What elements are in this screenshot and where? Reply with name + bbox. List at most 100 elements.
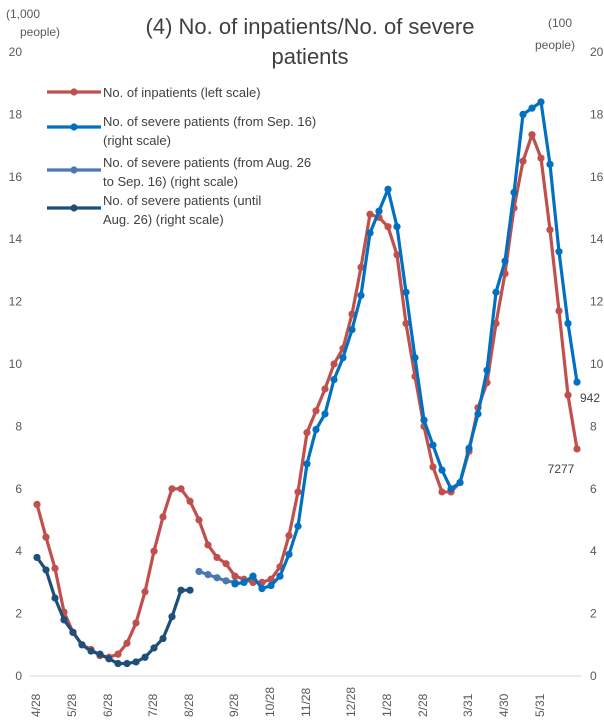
left-tick-label: 2 [15,607,22,621]
right-tick-label: 4 [590,544,597,558]
data-point [438,488,446,496]
data-point [303,460,311,468]
legend-swatch-marker [70,204,78,212]
data-point [366,210,374,218]
data-point [78,641,86,649]
severe-end-label: 942 [580,391,600,405]
x-tick-label: 7/28 [146,693,160,717]
data-point [168,613,176,621]
data-point [339,354,347,362]
data-point [231,572,239,580]
series-inpatients [33,131,581,661]
right-tick-label: 14 [590,232,604,246]
data-point [420,416,428,424]
data-point [159,634,167,643]
data-point [132,619,140,627]
data-point [447,485,455,493]
inpatients-end-label: 7277 [548,462,575,476]
legend-swatch-marker [70,166,78,174]
legend-label: to Sep. 16) (right scale) [103,174,238,189]
left-y-axis: 0 2 4 6 8 10 12 14 16 18 20 [9,45,23,683]
x-tick-label: 10/28 [263,687,277,717]
data-point [384,223,392,231]
data-point [546,160,554,168]
series-severe_aug26_sep16 [195,567,239,587]
data-point [312,425,320,434]
data-point [312,407,320,415]
right-tick-label: 2 [590,607,597,621]
left-tick-label: 20 [9,45,23,59]
data-point [222,577,230,585]
right-tick-label: 6 [590,482,597,496]
x-tick-label: 4/30 [497,693,511,717]
data-point [168,485,176,493]
data-point [573,445,581,453]
data-point [69,628,77,636]
data-point [474,410,482,418]
data-point [267,575,275,583]
legend-label: No. of severe patients (until [103,193,261,208]
left-unit-line-2: people) [20,25,60,39]
right-tick-label: 16 [590,170,604,184]
x-tick-label: 6/28 [101,693,115,717]
data-point [393,223,401,231]
data-point [222,560,230,568]
data-point [465,444,473,452]
series-severe_until_aug26 [33,553,194,668]
data-point [348,310,356,318]
data-point [240,578,248,587]
chart-title: (4) No. of inpatients/No. of severe patie… [146,14,475,69]
data-point [384,185,392,193]
data-point [510,188,518,196]
legend-label: No. of severe patients (from Aug. 26 [103,155,311,170]
left-tick-label: 4 [15,544,22,558]
data-point [411,354,419,362]
data-point [429,441,437,449]
data-point [42,533,50,541]
data-point [213,553,221,562]
data-point [366,229,374,237]
data-point [330,360,338,368]
data-point [546,226,554,234]
data-point [357,263,365,271]
data-point [402,319,410,328]
x-tick-label: 11/28 [299,688,313,717]
data-point [123,639,131,647]
legend-label: (right scale) [103,133,171,148]
x-tick-label: 2/28 [416,693,430,717]
data-point [303,429,311,437]
data-point [483,366,491,374]
data-point [564,319,572,328]
right-unit-line-1: (100 [548,16,572,30]
data-point [141,588,149,596]
data-point [501,257,509,265]
data-point [294,488,302,496]
x-axis: 4/28 5/28 6/28 7/28 8/28 9/28 10/28 11/28 12/28 1… [29,675,582,717]
data-point [159,513,167,521]
data-point [123,659,131,668]
data-point [105,655,113,663]
legend-item-severe_until_aug26: No. of severe patients (until Aug. 26) (r… [47,193,261,227]
data-point [150,547,158,555]
data-point [285,532,293,540]
data-point [132,658,140,666]
right-unit-line-2: people) [535,38,575,52]
data-point [285,550,293,558]
data-point [204,571,212,579]
data-point [321,385,329,393]
left-tick-label: 12 [9,295,23,309]
chart-title-line-1: (4) No. of inpatients/No. of severe [146,14,475,39]
x-tick-label: 5/28 [65,693,79,717]
right-tick-label: 18 [590,107,604,121]
data-point [60,616,68,624]
right-tick-label: 0 [590,669,597,683]
axis-units: (1,000 people) (100 people) [6,7,575,52]
data-point [267,581,275,590]
right-tick-label: 8 [590,419,597,433]
data-point [258,585,266,593]
data-point [177,485,185,493]
data-point [141,653,149,661]
data-point [96,650,104,658]
data-point [42,566,50,574]
x-tick-label: 3/31 [461,693,475,717]
